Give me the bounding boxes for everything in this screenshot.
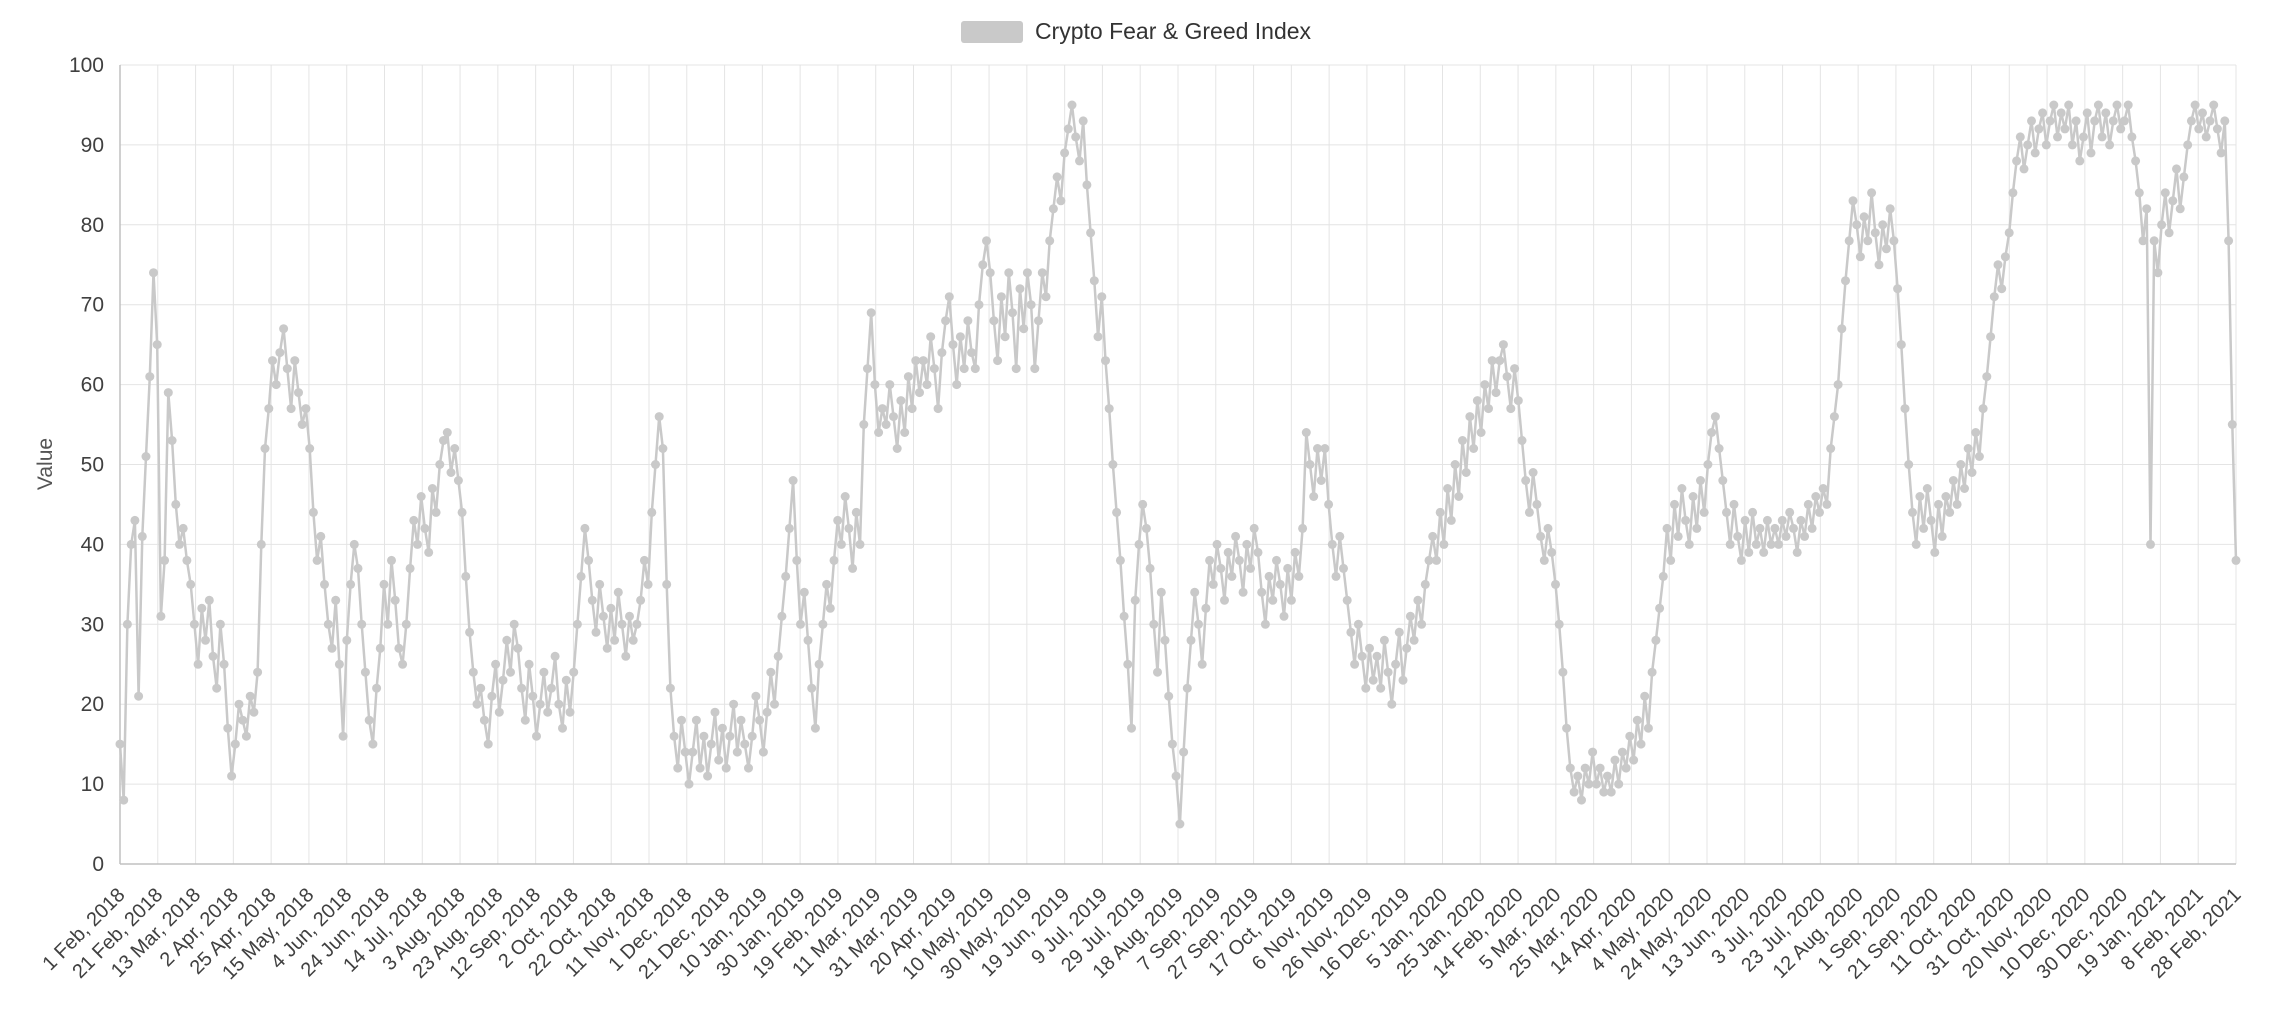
svg-text:100: 100 bbox=[69, 54, 104, 77]
svg-text:60: 60 bbox=[81, 374, 104, 397]
legend-label: Crypto Fear & Greed Index bbox=[1034, 18, 1312, 44]
legend-swatch bbox=[960, 20, 1023, 43]
legend-item-fear-greed[interactable]: Crypto Fear & Greed Index bbox=[960, 18, 1312, 45]
series-markers bbox=[115, 100, 2241, 829]
svg-text:0: 0 bbox=[92, 853, 104, 876]
svg-text:70: 70 bbox=[81, 294, 104, 317]
svg-text:90: 90 bbox=[81, 134, 104, 157]
axes bbox=[119, 65, 2236, 865]
svg-text:40: 40 bbox=[81, 533, 104, 556]
y-tick-labels: 0 10 20 30 40 50 60 70 80 90 100 bbox=[69, 54, 104, 876]
chart-legend: Crypto Fear & Greed Index bbox=[0, 18, 2272, 45]
svg-text:50: 50 bbox=[81, 454, 104, 477]
svg-text:10: 10 bbox=[81, 773, 104, 796]
svg-text:30: 30 bbox=[81, 613, 104, 636]
series-fear-greed bbox=[115, 100, 2241, 829]
svg-text:80: 80 bbox=[81, 214, 104, 237]
y-axis-title: Value bbox=[34, 437, 57, 491]
svg-text:20: 20 bbox=[81, 693, 104, 716]
